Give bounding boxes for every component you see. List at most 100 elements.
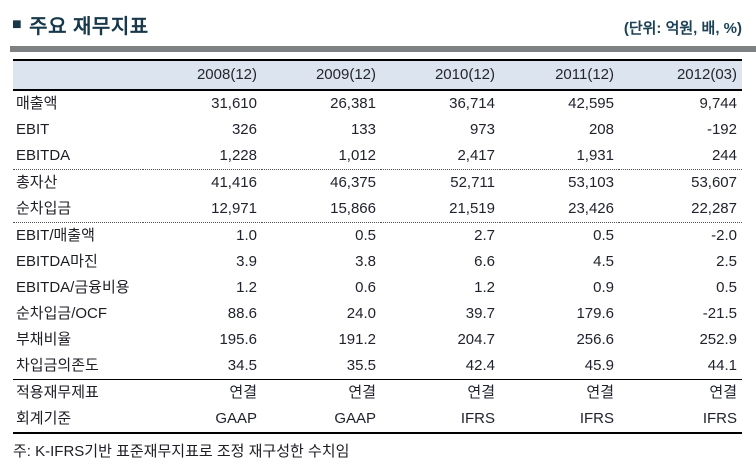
table-cell: 46,375 <box>330 174 376 191</box>
table-row: 차입금의존도 34.5 35.5 42.4 45.9 44.1 <box>13 353 742 380</box>
column-header: 2012(03) <box>619 60 742 91</box>
table-cell: 연결 <box>467 384 495 401</box>
table-cell: IFRS <box>579 410 614 427</box>
table-cell: 연결 <box>586 384 614 401</box>
table-cell: 3.9 <box>236 253 257 270</box>
table-cell: 41,416 <box>211 174 257 191</box>
square-bullet-icon: ■ <box>12 15 23 33</box>
row-label: EBITDA/금융비용 <box>16 279 130 296</box>
table-cell: 52,711 <box>450 174 495 191</box>
corner-cell <box>13 60 143 91</box>
table-row: 순차입금 12,971 15,866 21,519 23,426 22,287 <box>13 196 742 223</box>
table-cell: 3.8 <box>355 253 376 270</box>
table-cell: 6.6 <box>474 253 495 270</box>
table-cell: 35.5 <box>262 353 381 380</box>
column-header: 2010(12) <box>381 60 500 91</box>
row-label: EBITDA마진 <box>16 253 98 270</box>
table-cell: -21.5 <box>702 305 737 322</box>
row-label: EBITDA <box>13 143 143 170</box>
table-row: 매출액 31,610 26,381 36,714 42,595 9,744 <box>13 90 742 117</box>
row-label: 순차입금/OCF <box>16 305 108 322</box>
table-cell: 1,931 <box>500 143 619 170</box>
table-cell: 252.9 <box>699 331 737 348</box>
table-header-row: 2008(12) 2009(12) 2010(12) 2011(12) 2012… <box>13 60 742 91</box>
table-cell: 0.5 <box>716 279 737 296</box>
table-cell: 179.6 <box>576 305 614 322</box>
table-cell: 208 <box>588 121 614 138</box>
table-cell: 34.5 <box>143 353 262 380</box>
table-cell: 0.9 <box>593 279 614 296</box>
table-cell: 191.2 <box>338 331 376 348</box>
table-cell: 53,103 <box>568 174 614 191</box>
row-label: 적용재무제표 <box>16 384 99 401</box>
table-cell: 42.4 <box>381 353 500 380</box>
table-cell: 42,595 <box>568 95 614 112</box>
table-cell: -2.0 <box>711 227 737 244</box>
table-cell: 39.7 <box>465 305 495 322</box>
table-cell: GAAP <box>215 410 257 427</box>
section-header: ■ 주요 재무지표 (단위: 억원, 배, %) <box>0 0 756 39</box>
table-cell: 연결 <box>229 384 257 401</box>
table-cell: 1.2 <box>236 279 257 296</box>
unit-label: (단위: 억원, 배, %) <box>623 20 742 37</box>
table-cell: 23,426 <box>500 196 619 223</box>
table-row: EBIT 326 133 973 208 -192 <box>13 117 742 143</box>
table-cell: 88.6 <box>227 305 257 322</box>
table-cell: 2.7 <box>474 227 495 244</box>
table-row: EBIT/매출액 1.0 0.5 2.7 0.5 -2.0 <box>13 223 742 250</box>
column-header: 2009(12) <box>262 60 381 91</box>
table-cell: 36,714 <box>449 95 495 112</box>
table-cell: 133 <box>350 121 376 138</box>
row-label: EBIT/매출액 <box>16 227 95 244</box>
table-cell: 195.6 <box>219 331 257 348</box>
table-cell: GAAP <box>334 410 376 427</box>
table-cell: 2,417 <box>381 143 500 170</box>
table-cell: 44.1 <box>619 353 742 380</box>
table-cell: 45.9 <box>500 353 619 380</box>
table-cell: 26,381 <box>330 95 376 112</box>
table-cell: 973 <box>469 121 495 138</box>
table-cell: -192 <box>706 121 737 138</box>
table-cell: 22,287 <box>619 196 742 223</box>
table-cell: 1.2 <box>474 279 495 296</box>
table-cell: 0.5 <box>355 227 376 244</box>
table-cell: 24.0 <box>346 305 376 322</box>
financial-indicators-table: 2008(12) 2009(12) 2010(12) 2011(12) 2012… <box>13 59 742 434</box>
row-label: 총자산 <box>16 174 58 191</box>
footnote: 주: K-IFRS기반 표준재무지표로 조정 재구성한 수치임 <box>13 443 350 460</box>
row-label: 차입금의존도 <box>13 353 143 380</box>
table-row: EBITDA마진 3.9 3.8 6.6 4.5 2.5 <box>13 249 742 275</box>
row-label: 매출액 <box>16 95 58 112</box>
column-header: 2011(12) <box>500 60 619 91</box>
table-cell: 31,610 <box>211 95 257 112</box>
table-cell: 9,744 <box>699 95 737 112</box>
table-cell: 204.7 <box>457 331 495 348</box>
table-row: 적용재무제표 연결 연결 연결 연결 연결 <box>13 380 742 407</box>
table-row: EBITDA 1,228 1,012 2,417 1,931 244 <box>13 143 742 170</box>
row-label: 부채비율 <box>16 331 72 348</box>
table-cell: 21,519 <box>381 196 500 223</box>
page-title: ■ 주요 재무지표 <box>12 10 149 39</box>
table-row: EBITDA/금융비용 1.2 0.6 1.2 0.9 0.5 <box>13 275 742 301</box>
table-cell: IFRS <box>702 410 737 427</box>
table-cell: 1.0 <box>236 227 257 244</box>
row-label: 회계기준 <box>16 410 72 427</box>
table-cell: 326 <box>231 121 257 138</box>
table-cell: 1,012 <box>262 143 381 170</box>
table-cell: 연결 <box>709 384 737 401</box>
table-row: 부채비율 195.6 191.2 204.7 256.6 252.9 <box>13 327 742 353</box>
table-cell: 0.6 <box>355 279 376 296</box>
table-row: 순차입금/OCF 88.6 24.0 39.7 179.6 -21.5 <box>13 301 742 327</box>
table-cell: 15,866 <box>262 196 381 223</box>
row-label: EBIT <box>16 121 50 138</box>
table-cell: 1,228 <box>143 143 262 170</box>
table-row: 회계기준 GAAP GAAP IFRS IFRS IFRS <box>13 406 742 433</box>
table-cell: IFRS <box>460 410 495 427</box>
divider-bar <box>10 46 756 52</box>
table-cell: 256.6 <box>576 331 614 348</box>
table-cell: 연결 <box>348 384 376 401</box>
table-cell: 53,607 <box>691 174 737 191</box>
table-cell: 0.5 <box>593 227 614 244</box>
row-label: 순차입금 <box>13 196 143 223</box>
